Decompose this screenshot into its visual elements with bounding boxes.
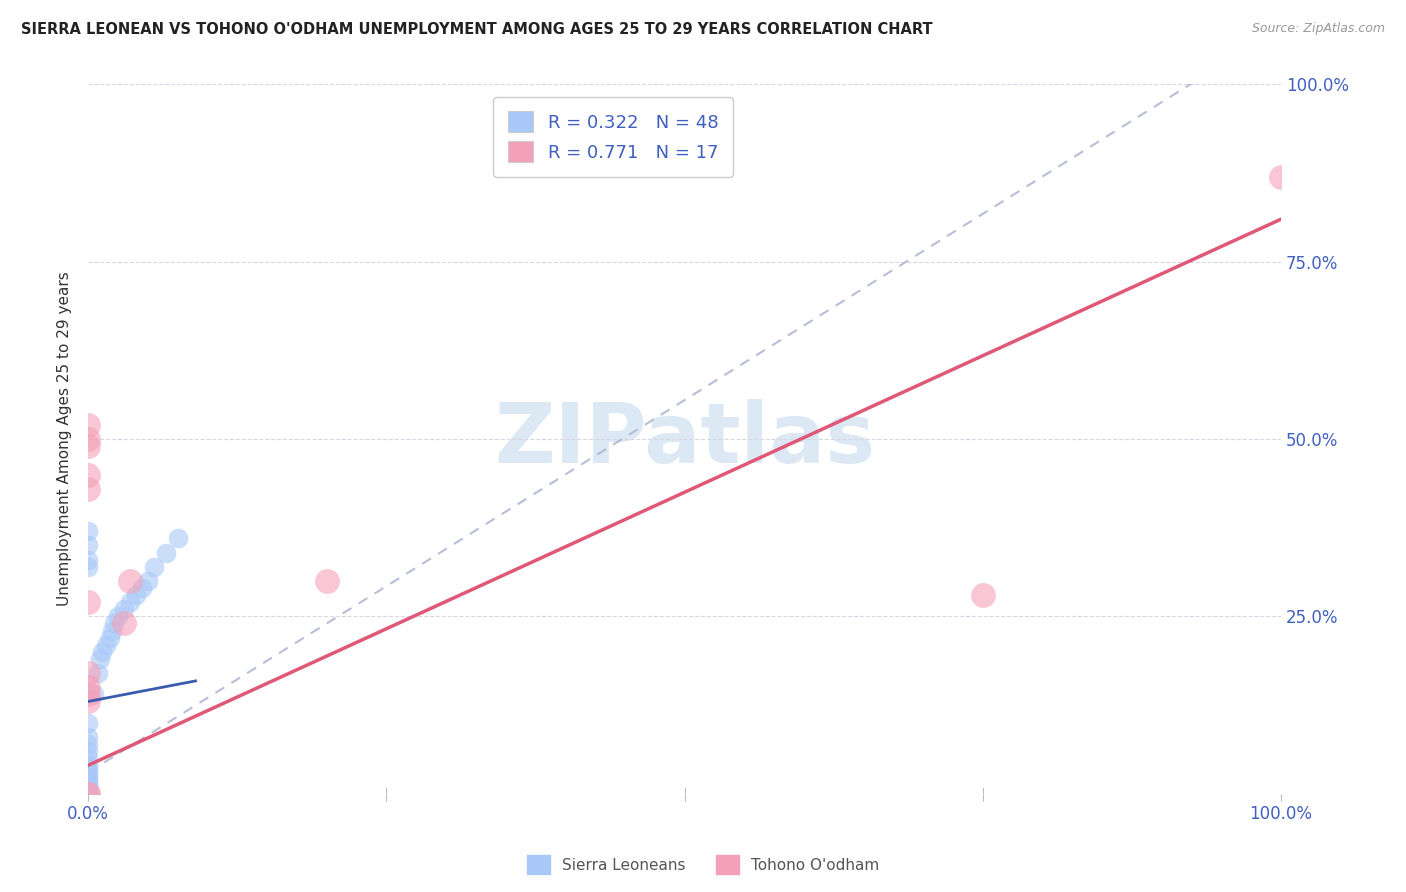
Point	[91, 645, 114, 659]
Point	[77, 417, 100, 432]
Point	[77, 783, 100, 797]
Text: Source: ZipAtlas.com: Source: ZipAtlas.com	[1251, 22, 1385, 36]
Point	[155, 545, 177, 559]
Point	[83, 687, 105, 701]
Point	[1270, 169, 1292, 184]
Point	[77, 730, 100, 744]
Point	[77, 694, 100, 708]
Point	[103, 616, 125, 631]
Point	[77, 787, 100, 801]
Point	[142, 559, 165, 574]
Point	[77, 780, 100, 795]
Point	[125, 588, 148, 602]
Point	[77, 787, 100, 801]
Point	[77, 432, 100, 446]
Point	[77, 787, 100, 801]
Point	[136, 574, 159, 588]
Point	[77, 666, 100, 681]
Point	[107, 609, 129, 624]
Point	[118, 595, 141, 609]
Text: SIERRA LEONEAN VS TOHONO O'ODHAM UNEMPLOYMENT AMONG AGES 25 TO 29 YEARS CORRELAT: SIERRA LEONEAN VS TOHONO O'ODHAM UNEMPLO…	[21, 22, 932, 37]
Point	[77, 681, 100, 695]
Point	[77, 737, 100, 751]
Point	[112, 616, 135, 631]
Point	[77, 595, 100, 609]
Point	[77, 744, 100, 758]
Point	[77, 787, 100, 801]
Point	[77, 772, 100, 787]
Point	[89, 652, 111, 666]
Point	[77, 787, 100, 801]
Point	[112, 602, 135, 616]
Point	[972, 588, 994, 602]
Point	[77, 787, 100, 801]
Point	[77, 552, 100, 566]
Point	[77, 780, 100, 794]
Point	[77, 751, 100, 765]
Point	[77, 787, 100, 801]
Point	[77, 787, 100, 801]
Point	[77, 787, 100, 801]
Point	[77, 467, 100, 482]
Point	[77, 787, 100, 801]
Point	[77, 715, 100, 730]
Point	[77, 787, 100, 801]
Legend: R = 0.322   N = 48, R = 0.771   N = 17: R = 0.322 N = 48, R = 0.771 N = 17	[494, 97, 733, 177]
Point	[77, 758, 100, 772]
Point	[118, 574, 141, 588]
Point	[315, 574, 337, 588]
Y-axis label: Unemployment Among Ages 25 to 29 years: Unemployment Among Ages 25 to 29 years	[58, 272, 72, 607]
Point	[77, 769, 100, 783]
Point	[77, 559, 100, 574]
Point	[77, 482, 100, 496]
Point	[77, 538, 100, 552]
Point	[77, 762, 100, 776]
Point	[77, 524, 100, 539]
Point	[94, 638, 117, 652]
Point	[77, 439, 100, 453]
Point	[166, 532, 188, 546]
Point	[77, 687, 100, 701]
Legend: Sierra Leoneans, Tohono O'odham: Sierra Leoneans, Tohono O'odham	[520, 849, 886, 880]
Point	[131, 581, 153, 595]
Point	[77, 776, 100, 790]
Point	[77, 787, 100, 801]
Point	[77, 765, 100, 780]
Point	[86, 666, 108, 681]
Point	[77, 778, 100, 792]
Point	[77, 787, 100, 801]
Text: ZIPatlas: ZIPatlas	[494, 399, 875, 480]
Point	[77, 787, 100, 801]
Point	[101, 624, 124, 638]
Point	[98, 631, 121, 645]
